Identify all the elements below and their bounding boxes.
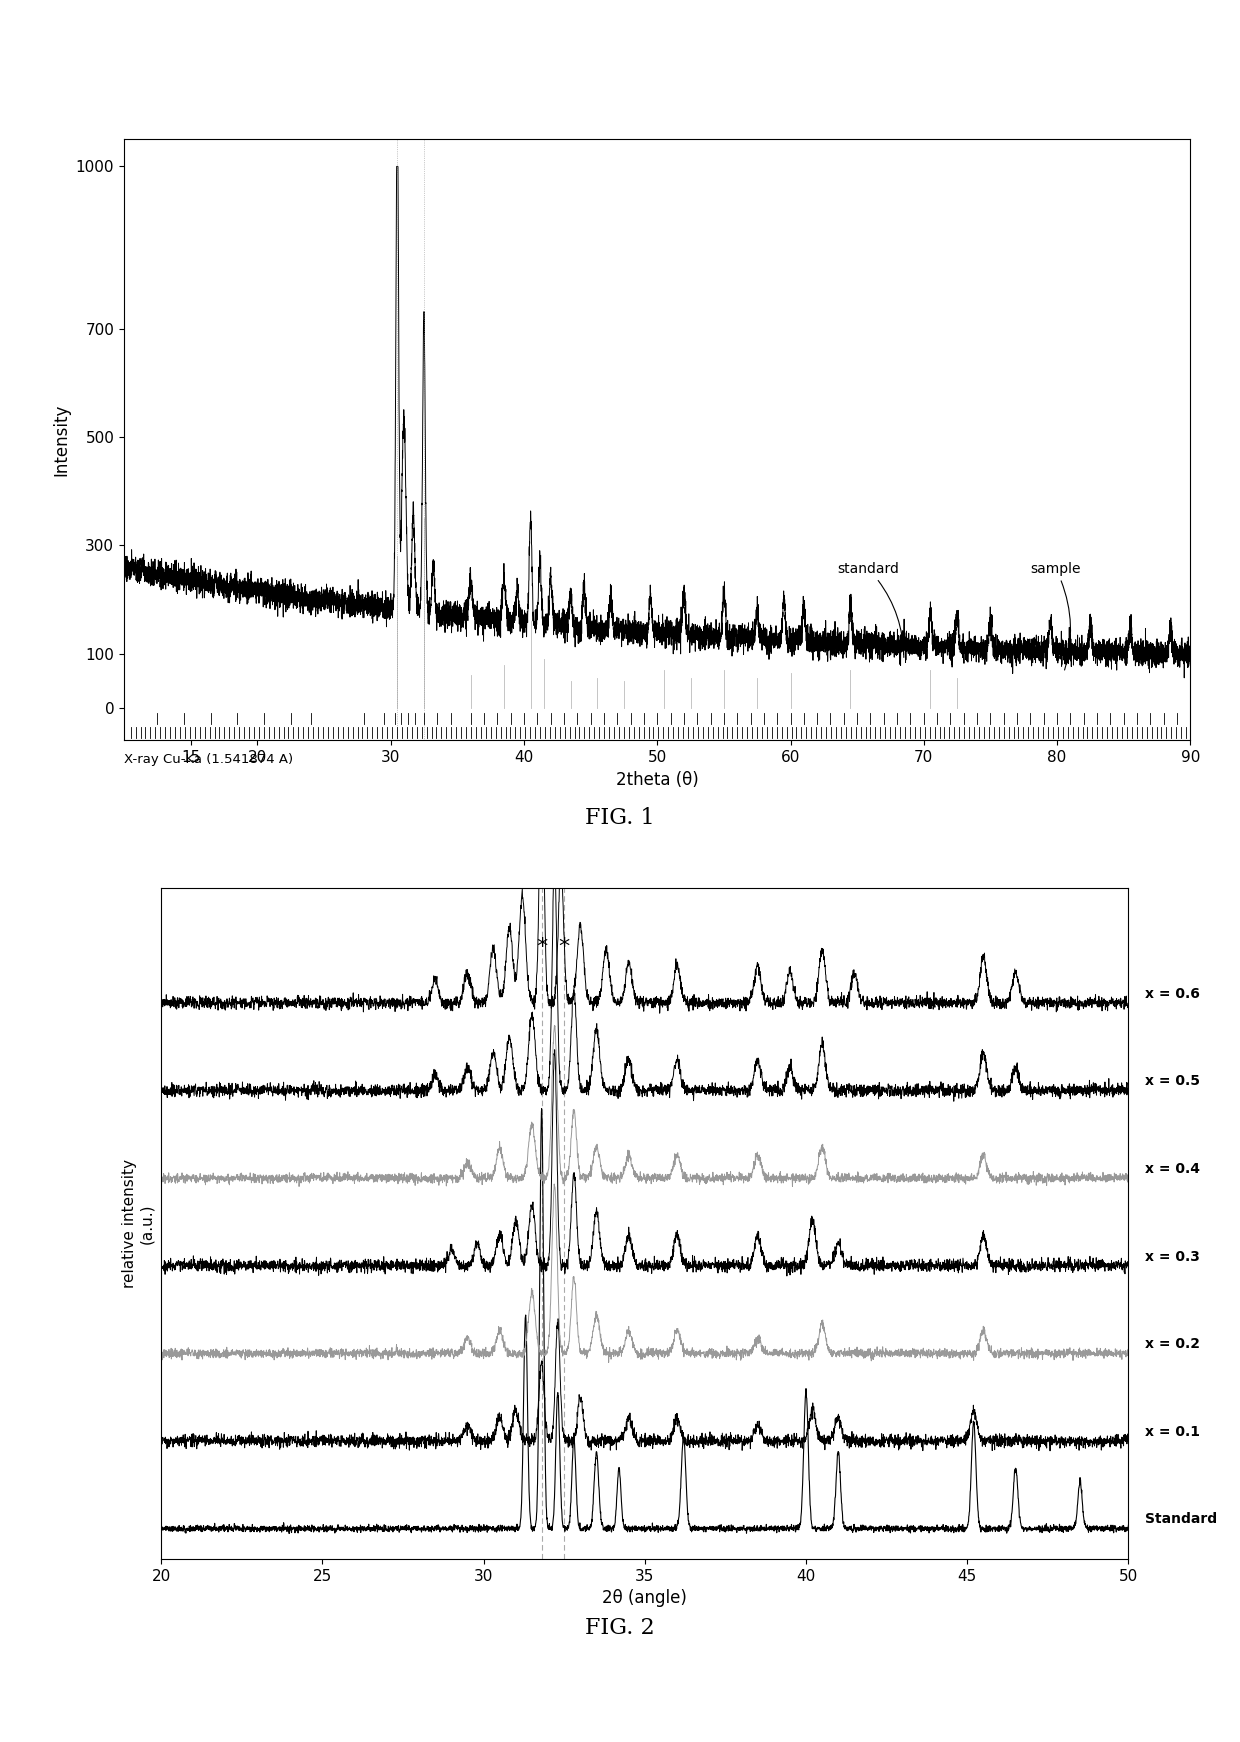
Text: FIG. 2: FIG. 2 bbox=[585, 1617, 655, 1639]
Text: FIG. 1: FIG. 1 bbox=[585, 807, 655, 829]
X-axis label: 2theta (θ): 2theta (θ) bbox=[616, 770, 698, 789]
Text: X-ray Cu-Ka (1.541874 A): X-ray Cu-Ka (1.541874 A) bbox=[124, 753, 293, 766]
X-axis label: 2θ (angle): 2θ (angle) bbox=[603, 1589, 687, 1608]
Text: x = 0.5: x = 0.5 bbox=[1145, 1075, 1199, 1089]
Text: x = 0.2: x = 0.2 bbox=[1145, 1338, 1199, 1352]
Text: x = 0.3: x = 0.3 bbox=[1145, 1249, 1199, 1263]
Text: *: * bbox=[536, 937, 547, 956]
Text: sample: sample bbox=[1030, 561, 1081, 671]
Text: *: * bbox=[558, 937, 570, 956]
Y-axis label: relative intensity
(a.u.): relative intensity (a.u.) bbox=[122, 1158, 154, 1289]
Text: x = 0.4: x = 0.4 bbox=[1145, 1162, 1199, 1176]
Text: x = 0.1: x = 0.1 bbox=[1145, 1425, 1199, 1439]
Text: standard: standard bbox=[837, 561, 904, 657]
Y-axis label: Intensity: Intensity bbox=[52, 404, 71, 476]
Text: x = 0.6: x = 0.6 bbox=[1145, 986, 1199, 1000]
Text: Standard: Standard bbox=[1145, 1512, 1216, 1526]
